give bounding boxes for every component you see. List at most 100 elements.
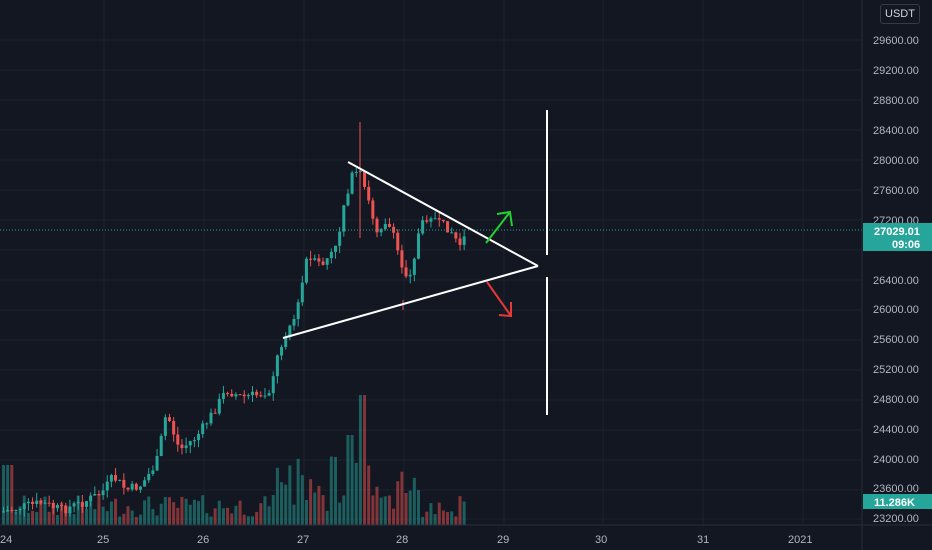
candle-body	[275, 355, 279, 377]
candle-body	[363, 170, 367, 187]
volume-bar	[325, 510, 329, 525]
candle-body	[288, 325, 292, 338]
candle-body	[192, 440, 196, 442]
volume-bar	[255, 511, 259, 525]
volume-bar	[342, 495, 346, 525]
candle-body	[296, 302, 300, 320]
candle-body	[408, 274, 412, 277]
candle-body	[147, 473, 151, 481]
volume-bar	[55, 515, 59, 525]
time-tick: 29	[497, 534, 509, 546]
volume-bar	[387, 495, 391, 525]
candle-body	[246, 395, 250, 397]
currency-button[interactable]: USDT	[880, 4, 920, 24]
volume-bar	[433, 514, 437, 525]
candle-body	[130, 483, 134, 490]
candle-body	[437, 218, 441, 220]
volume-bar	[6, 465, 10, 525]
volume-bar	[296, 458, 300, 525]
candle-body	[64, 505, 68, 514]
volume-bar	[80, 502, 84, 525]
candle-body	[425, 220, 429, 222]
candle-body	[89, 495, 93, 502]
volume-bar	[155, 515, 159, 525]
candle-body	[39, 500, 43, 504]
volume-bar	[72, 514, 76, 525]
triangle-upper-line	[347, 161, 539, 267]
volume-bar	[180, 496, 184, 525]
price-tick: 23600.00	[873, 483, 919, 495]
candle-body	[85, 501, 88, 507]
volume-bar	[188, 504, 192, 525]
volume-bars	[2, 395, 466, 525]
candle-body	[342, 205, 346, 232]
candle-body	[80, 501, 84, 507]
volume-bar	[275, 467, 279, 525]
volume-bar	[238, 500, 242, 525]
volume-bar	[346, 435, 350, 525]
volume-bar	[259, 503, 263, 525]
volume-bar	[412, 477, 416, 525]
candle-body	[143, 480, 147, 487]
candle-body	[271, 376, 275, 394]
volume-bar	[43, 496, 47, 525]
svg-text:11.286K: 11.286K	[874, 497, 915, 509]
time-tick: 27	[297, 534, 309, 546]
time-axis: 24 25 26 27 28 29 30 31 2021	[0, 534, 812, 546]
volume-bar	[143, 500, 147, 525]
volume-bar	[417, 490, 420, 525]
time-tick: 25	[97, 534, 109, 546]
volume-bar	[197, 501, 201, 525]
volume-bar	[404, 492, 408, 525]
volume-bar	[105, 511, 109, 525]
candle-body	[76, 501, 80, 504]
candle-body	[346, 193, 350, 206]
volume-bar	[462, 501, 466, 525]
candle-body	[387, 224, 391, 227]
time-tick: 26	[197, 534, 209, 546]
price-tick: 27600.00	[873, 185, 919, 197]
time-tick: 2021	[788, 534, 812, 546]
svg-text:27029.01: 27029.01	[874, 226, 920, 238]
volume-bar	[271, 495, 275, 525]
candle-body	[375, 218, 379, 233]
volume-bar	[421, 516, 425, 525]
candle-body	[122, 479, 126, 488]
candle-body	[180, 444, 184, 449]
volume-bar	[35, 511, 39, 525]
candle-body	[93, 494, 97, 496]
volume-bar	[234, 505, 238, 525]
volume-bar	[93, 509, 97, 525]
volume-bar	[317, 485, 321, 525]
candle-body	[267, 393, 271, 396]
time-tick: 28	[396, 534, 408, 546]
candle-body	[226, 393, 230, 395]
volume-bar	[458, 496, 462, 525]
volume-bar	[313, 492, 317, 525]
volume-bar	[134, 516, 138, 525]
volume-bar	[437, 502, 441, 525]
volume-bar	[425, 511, 429, 525]
candle-body	[317, 258, 321, 262]
candle-body	[138, 486, 142, 490]
volume-bar	[101, 506, 105, 525]
volume-bar	[163, 497, 167, 525]
volume-bar	[441, 510, 445, 525]
volume-badge: 11.286K	[863, 494, 932, 509]
candle-body	[441, 219, 445, 222]
volume-bar	[230, 513, 234, 525]
candle-body	[454, 232, 458, 239]
candle-body	[6, 509, 10, 512]
candle-body	[43, 502, 47, 504]
candle-body	[168, 417, 171, 422]
candle-body	[172, 421, 176, 435]
candle-body	[338, 231, 342, 246]
candle-body	[421, 220, 425, 234]
candle-body	[234, 394, 238, 397]
candle-body	[462, 236, 466, 245]
candle-body	[213, 412, 217, 414]
time-tick: 30	[595, 534, 607, 546]
candle-body	[151, 470, 155, 474]
volume-bar	[130, 510, 134, 525]
